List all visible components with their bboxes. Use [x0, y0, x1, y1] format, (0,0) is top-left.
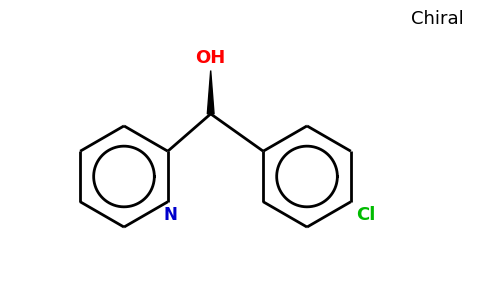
Polygon shape [207, 70, 214, 114]
Text: Cl: Cl [357, 206, 376, 224]
Text: OH: OH [196, 49, 226, 67]
Text: N: N [163, 206, 177, 224]
Text: Chiral: Chiral [411, 10, 464, 28]
